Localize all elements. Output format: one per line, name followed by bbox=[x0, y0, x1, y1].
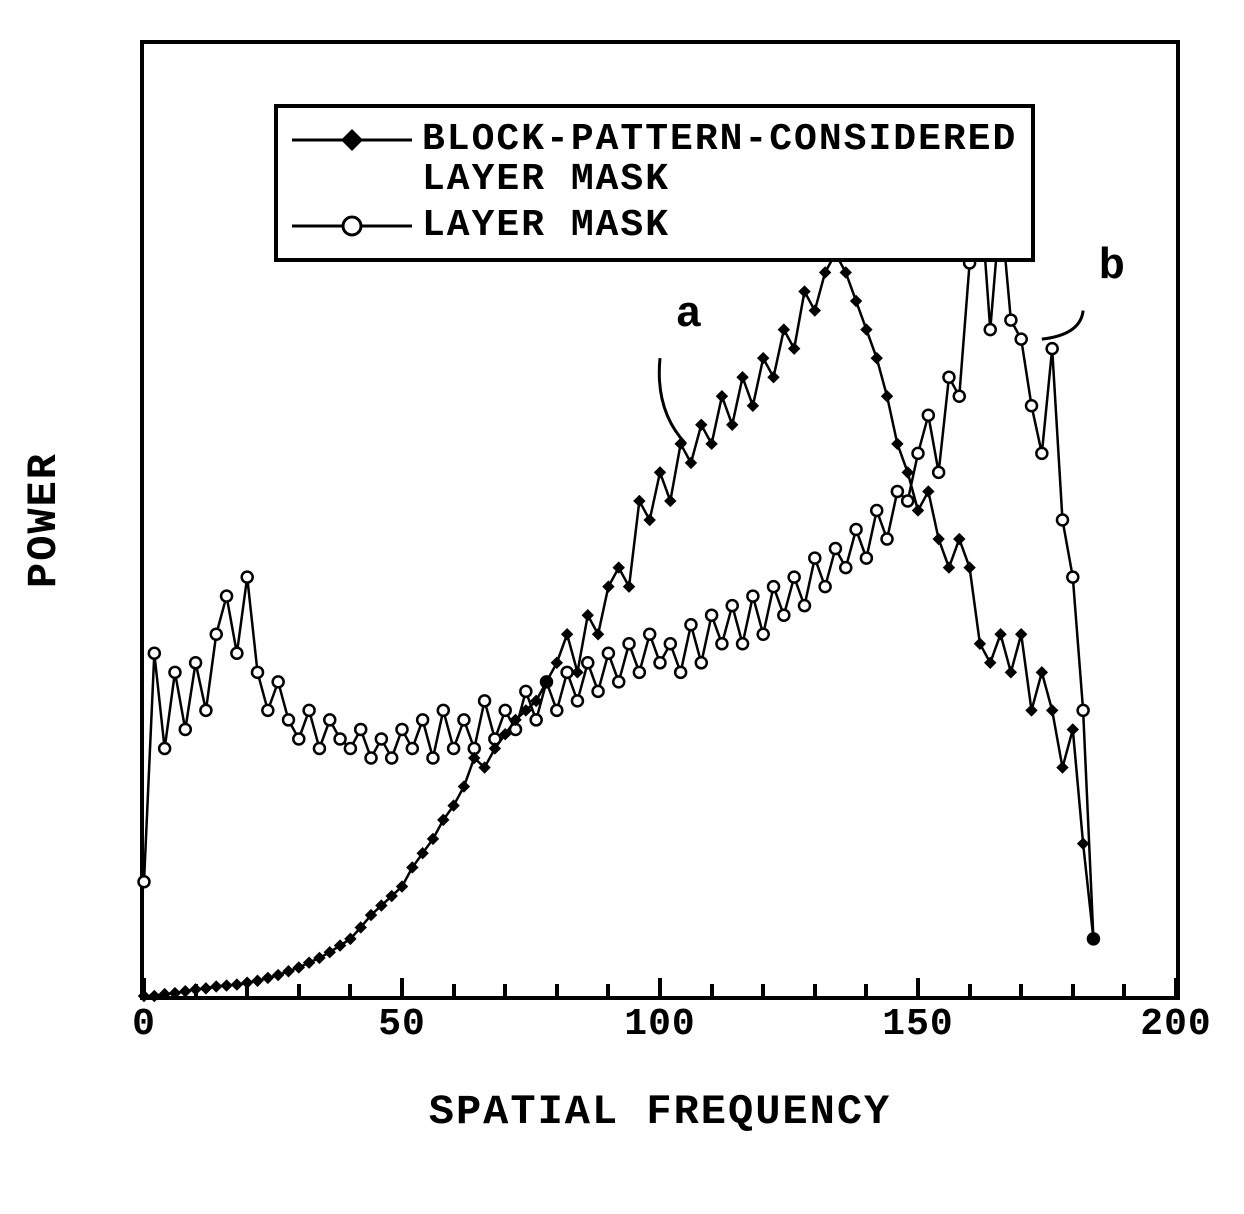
legend-swatch-circle bbox=[292, 206, 412, 246]
xtick-mark bbox=[142, 978, 146, 996]
xtick-label: 150 bbox=[882, 1003, 953, 1046]
xtick-label: 0 bbox=[132, 1003, 156, 1046]
y-axis-label: POWER bbox=[20, 452, 68, 588]
legend: BLOCK-PATTERN-CONSIDERED LAYER MASK LAYE… bbox=[274, 104, 1035, 262]
xtick-minor-mark bbox=[606, 984, 610, 996]
xtick-minor-mark bbox=[1122, 984, 1126, 996]
legend-label-a: BLOCK-PATTERN-CONSIDERED LAYER MASK bbox=[422, 120, 1017, 200]
xtick-minor-mark bbox=[761, 984, 765, 996]
xtick-label: 50 bbox=[378, 1003, 426, 1046]
chart-frame: 050100150200 SPATIAL FREQUENCY POWER BLO… bbox=[140, 40, 1180, 1000]
xtick-minor-mark bbox=[968, 984, 972, 996]
diamond-icon bbox=[341, 129, 363, 151]
xtick-minor-mark bbox=[297, 984, 301, 996]
xtick-minor-mark bbox=[1019, 984, 1023, 996]
legend-row-a: BLOCK-PATTERN-CONSIDERED LAYER MASK bbox=[292, 120, 1017, 200]
legend-label-b: LAYER MASK bbox=[422, 206, 670, 246]
xtick-minor-mark bbox=[1071, 984, 1075, 996]
xtick-label: 100 bbox=[624, 1003, 695, 1046]
xtick-minor-mark bbox=[503, 984, 507, 996]
xtick-minor-mark bbox=[194, 984, 198, 996]
x-axis-label: SPATIAL FREQUENCY bbox=[429, 1088, 891, 1136]
xtick-mark bbox=[916, 978, 920, 996]
legend-swatch-diamond bbox=[292, 120, 412, 160]
xtick-minor-mark bbox=[710, 984, 714, 996]
circle-icon bbox=[341, 215, 363, 237]
xtick-mark bbox=[400, 978, 404, 996]
xtick-minor-mark bbox=[245, 984, 249, 996]
xtick-minor-mark bbox=[813, 984, 817, 996]
xtick-mark bbox=[658, 978, 662, 996]
xtick-minor-mark bbox=[555, 984, 559, 996]
xtick-label: 200 bbox=[1140, 1003, 1211, 1046]
xtick-minor-mark bbox=[348, 984, 352, 996]
xtick-minor-mark bbox=[864, 984, 868, 996]
xtick-mark bbox=[1174, 978, 1178, 996]
xtick-minor-mark bbox=[452, 984, 456, 996]
legend-row-b: LAYER MASK bbox=[292, 206, 1017, 246]
